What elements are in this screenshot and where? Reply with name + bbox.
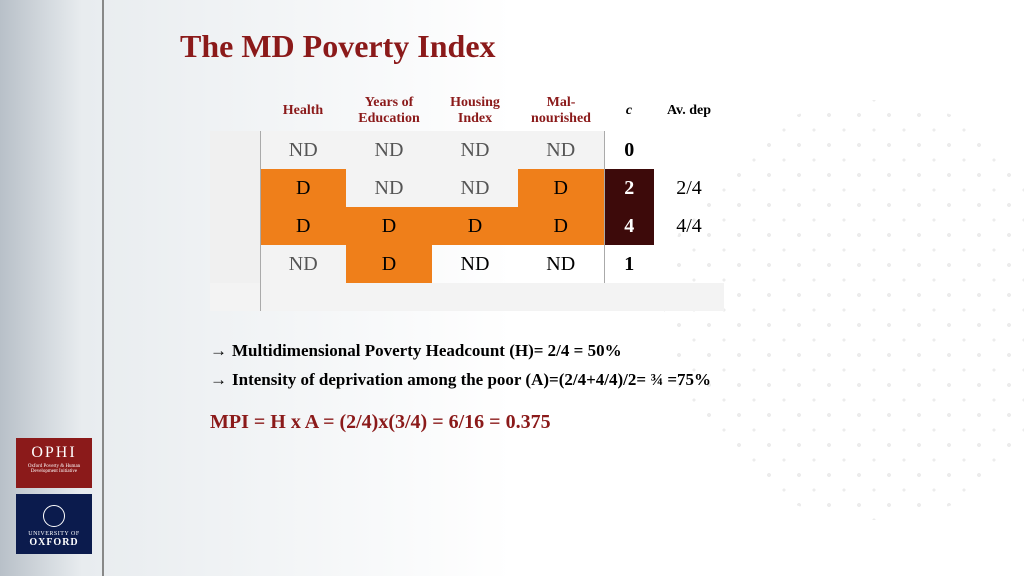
cell: ND	[432, 131, 518, 169]
row-lead	[210, 207, 260, 245]
ophi-logo: OPHI Oxford Poverty & Human Development …	[16, 438, 92, 488]
avdep-cell: 2/4	[654, 169, 724, 207]
col-c: c	[604, 91, 654, 131]
ophi-text: OPHI	[31, 444, 76, 461]
bullet-item: →Intensity of deprivation among the poor…	[210, 366, 960, 395]
col-malnourished: Mal-nourished	[518, 91, 604, 131]
oxford-crest-icon	[43, 505, 65, 527]
slide-title: The MD Poverty Index	[180, 28, 960, 65]
cell: ND	[518, 245, 604, 283]
logo-stack: OPHI Oxford Poverty & Human Development …	[16, 438, 92, 560]
oxford-line2: OXFORD	[29, 537, 78, 548]
c-cell: 1	[604, 245, 654, 283]
cell: ND	[518, 131, 604, 169]
cell: ND	[432, 169, 518, 207]
c-cell: 0	[604, 131, 654, 169]
main-content: The MD Poverty Index Health Years of Edu…	[180, 28, 960, 434]
table-row: NDDNDND1	[210, 245, 724, 283]
cell: D	[260, 169, 346, 207]
avdep-cell	[654, 131, 724, 169]
cell: ND	[432, 245, 518, 283]
cell: D	[518, 207, 604, 245]
avdep-cell	[654, 245, 724, 283]
table-row: DNDNDD22/4	[210, 169, 724, 207]
cell: D	[346, 245, 432, 283]
cell: ND	[260, 245, 346, 283]
table-row: NDNDNDND0	[210, 131, 724, 169]
table-header-row: Health Years of Education Housing Index …	[210, 91, 724, 131]
c-cell: 2	[604, 169, 654, 207]
col-education: Years of Education	[346, 91, 432, 131]
bullet-text: Intensity of deprivation among the poor …	[232, 370, 711, 389]
row-lead	[210, 245, 260, 283]
row-lead	[210, 169, 260, 207]
cell: ND	[260, 131, 346, 169]
col-health: Health	[260, 91, 346, 131]
col-avdep: Av. dep	[654, 91, 724, 131]
bullet-item: →Multidimensional Poverty Headcount (H)=…	[210, 337, 960, 366]
row-lead	[210, 131, 260, 169]
cell: ND	[346, 131, 432, 169]
cell: ND	[346, 169, 432, 207]
avdep-cell: 4/4	[654, 207, 724, 245]
bullet-list: →Multidimensional Poverty Headcount (H)=…	[210, 337, 960, 395]
c-cell: 4	[604, 207, 654, 245]
arrow-icon: →	[210, 337, 232, 366]
table-blank-row	[210, 283, 724, 311]
cell: D	[518, 169, 604, 207]
poverty-table: Health Years of Education Housing Index …	[210, 91, 724, 311]
bullet-text: Multidimensional Poverty Headcount (H)= …	[232, 341, 622, 360]
table-row: DDDD44/4	[210, 207, 724, 245]
oxford-logo: UNIVERSITY OF OXFORD	[16, 494, 92, 554]
vertical-divider	[102, 0, 104, 576]
cell: D	[346, 207, 432, 245]
col-housing: Housing Index	[432, 91, 518, 131]
cell: D	[432, 207, 518, 245]
cell: D	[260, 207, 346, 245]
arrow-icon: →	[210, 366, 232, 395]
mpi-formula: MPI = H x A = (2/4)x(3/4) = 6/16 = 0.375	[210, 411, 960, 434]
ophi-subtitle: Oxford Poverty & Human Development Initi…	[18, 464, 90, 474]
